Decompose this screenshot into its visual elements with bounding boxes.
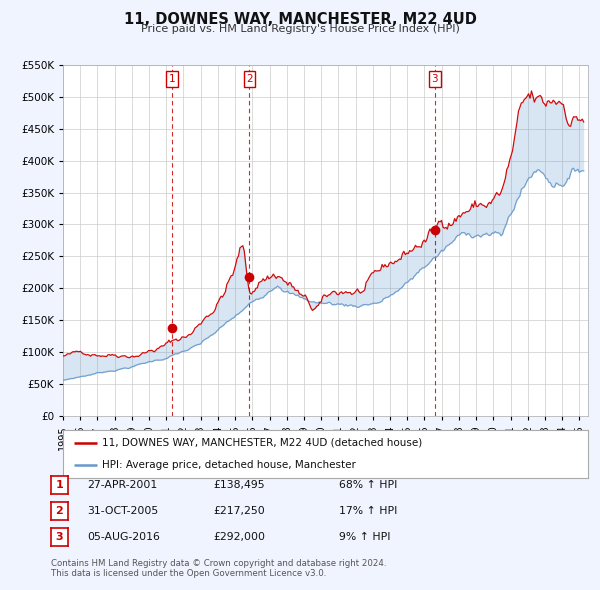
Text: £138,495: £138,495	[213, 480, 265, 490]
Text: This data is licensed under the Open Government Licence v3.0.: This data is licensed under the Open Gov…	[51, 569, 326, 578]
Text: 27-APR-2001: 27-APR-2001	[87, 480, 157, 490]
Text: 11, DOWNES WAY, MANCHESTER, M22 4UD: 11, DOWNES WAY, MANCHESTER, M22 4UD	[124, 12, 476, 27]
Text: Contains HM Land Registry data © Crown copyright and database right 2024.: Contains HM Land Registry data © Crown c…	[51, 559, 386, 568]
Text: 05-AUG-2016: 05-AUG-2016	[87, 532, 160, 542]
Text: 3: 3	[431, 74, 438, 84]
Text: 31-OCT-2005: 31-OCT-2005	[87, 506, 158, 516]
Text: 68% ↑ HPI: 68% ↑ HPI	[339, 480, 397, 490]
Text: HPI: Average price, detached house, Manchester: HPI: Average price, detached house, Manc…	[103, 460, 356, 470]
Text: Price paid vs. HM Land Registry's House Price Index (HPI): Price paid vs. HM Land Registry's House …	[140, 24, 460, 34]
Text: 2: 2	[246, 74, 253, 84]
Text: 2: 2	[56, 506, 63, 516]
Text: 1: 1	[56, 480, 63, 490]
Text: 3: 3	[56, 532, 63, 542]
Text: 11, DOWNES WAY, MANCHESTER, M22 4UD (detached house): 11, DOWNES WAY, MANCHESTER, M22 4UD (det…	[103, 438, 422, 448]
Text: £292,000: £292,000	[213, 532, 265, 542]
Text: 1: 1	[169, 74, 175, 84]
Text: 9% ↑ HPI: 9% ↑ HPI	[339, 532, 391, 542]
Text: £217,250: £217,250	[213, 506, 265, 516]
Text: 17% ↑ HPI: 17% ↑ HPI	[339, 506, 397, 516]
